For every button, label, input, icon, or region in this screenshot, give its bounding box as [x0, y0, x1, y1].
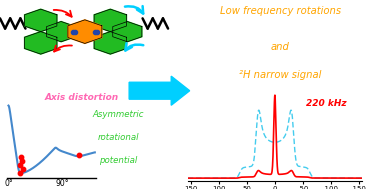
Text: 220 kHz: 220 kHz — [306, 99, 347, 108]
Polygon shape — [25, 32, 57, 54]
FancyArrowPatch shape — [54, 46, 72, 52]
FancyArrowPatch shape — [54, 10, 72, 17]
FancyArrow shape — [129, 76, 190, 105]
FancyArrowPatch shape — [125, 6, 143, 14]
Polygon shape — [46, 22, 76, 42]
Polygon shape — [94, 32, 127, 54]
Text: potential: potential — [99, 156, 137, 165]
Polygon shape — [113, 22, 142, 42]
Polygon shape — [68, 20, 102, 43]
Text: Asymmetric: Asymmetric — [92, 110, 144, 119]
FancyArrowPatch shape — [125, 43, 143, 50]
Text: Axis distortion: Axis distortion — [44, 93, 118, 102]
Text: and: and — [271, 42, 290, 52]
Text: rotational: rotational — [97, 133, 139, 142]
Text: ²H narrow signal: ²H narrow signal — [239, 70, 322, 80]
Text: Low frequency rotations: Low frequency rotations — [220, 6, 341, 16]
Polygon shape — [25, 9, 57, 32]
Polygon shape — [94, 9, 127, 32]
